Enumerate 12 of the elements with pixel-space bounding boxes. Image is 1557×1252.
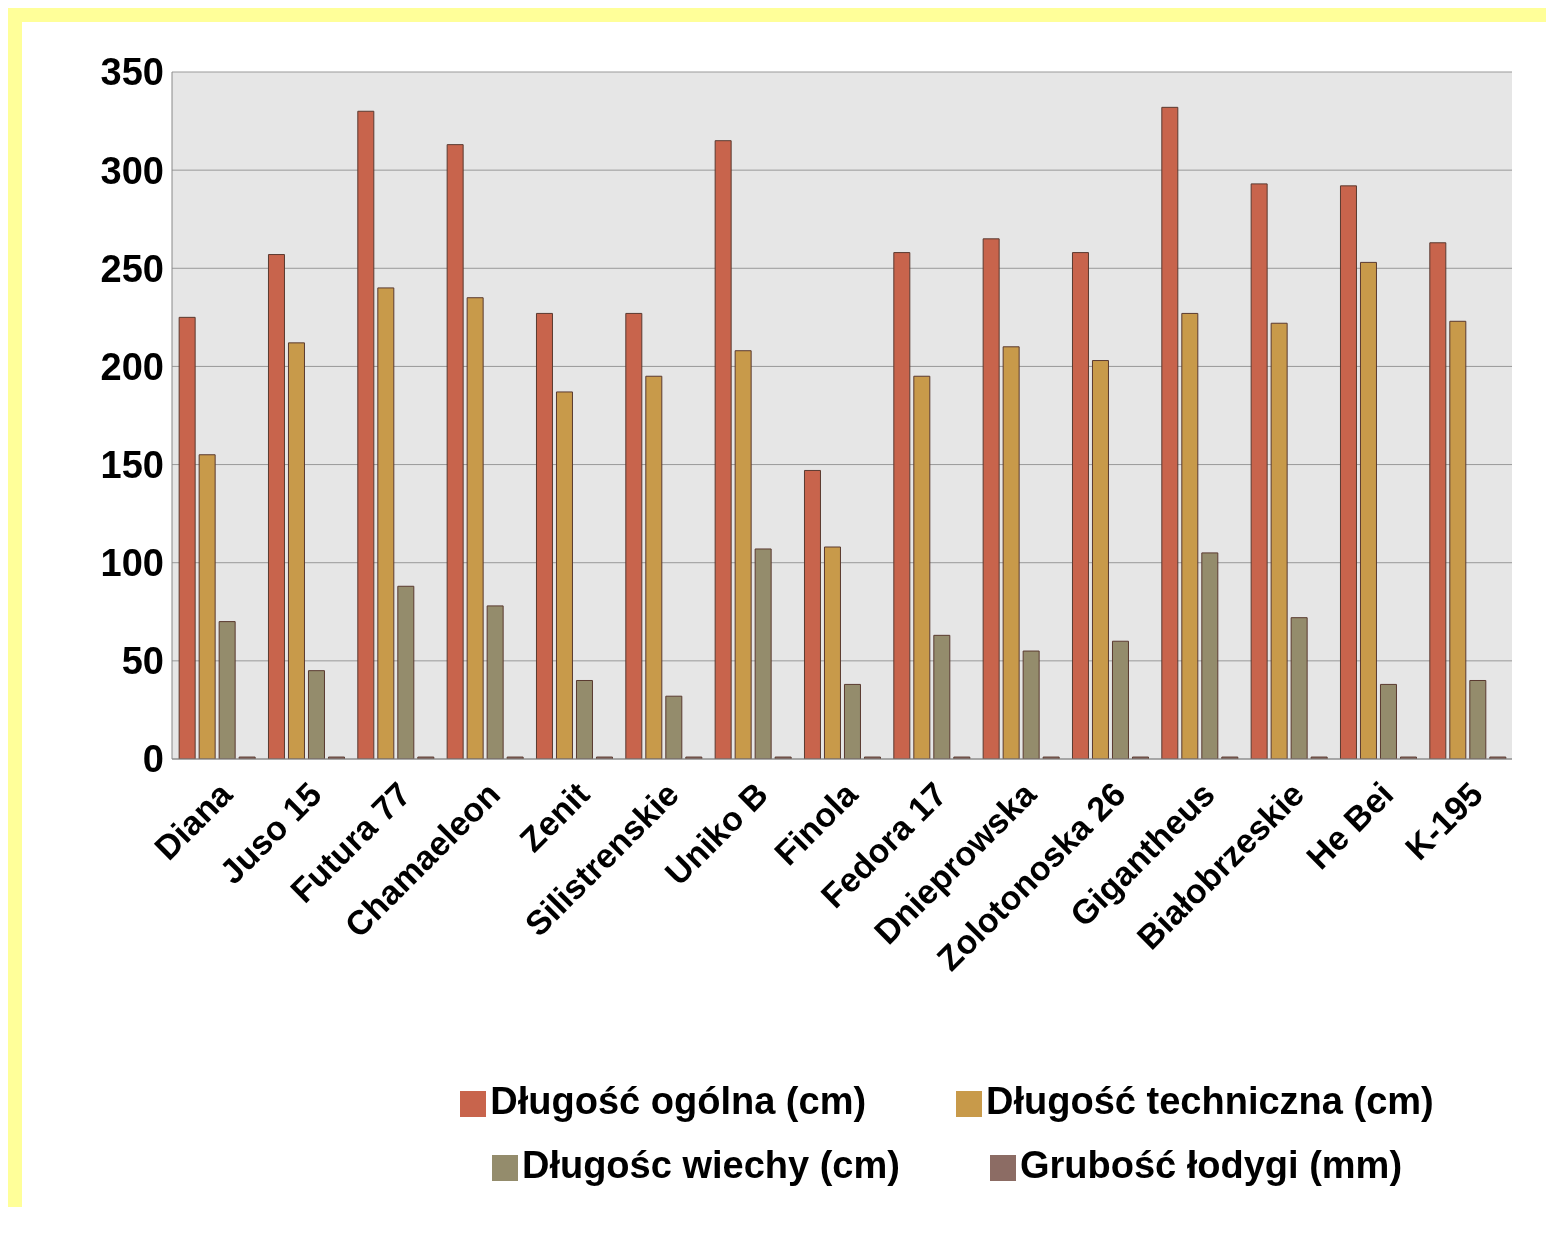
legend-label: Grubość łodygi (mm) <box>1019 1144 1403 1186</box>
y-tick-label: 250 <box>100 247 164 290</box>
y-tick-label: 150 <box>100 444 164 487</box>
y-tick-label: 100 <box>100 542 164 585</box>
legend-label: Długość techniczna (cm) <box>986 1080 1434 1122</box>
y-tick-label: 0 <box>142 738 164 781</box>
y-tick-label: 300 <box>100 149 164 192</box>
y-tick-label: 50 <box>121 640 164 683</box>
legend-label: Długośc wiechy (cm) <box>521 1144 900 1186</box>
y-tick-label: 350 <box>100 51 164 94</box>
y-tick-label: 200 <box>100 345 164 388</box>
legend-label: Długość ogólna (cm) <box>490 1080 867 1122</box>
